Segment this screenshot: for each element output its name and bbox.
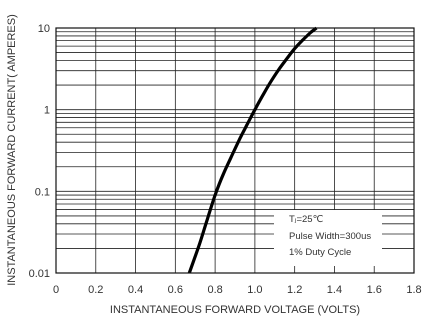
x-axis-title: INSTANTANEOUS FORWARD VOLTAGE (VOLTS) xyxy=(110,304,360,316)
y-tick-label: 0.01 xyxy=(29,268,50,280)
curve-layer xyxy=(187,26,318,274)
y-axis-title: INSTANTANEOUS FORWARD CURRENT( AMPERES) xyxy=(6,14,18,286)
annotation-box xyxy=(274,210,382,266)
y-tick-labels: 0.01 0.1 1 10 xyxy=(29,23,50,280)
x-tick-label: 0.8 xyxy=(207,284,222,296)
x-tick-label: 0.4 xyxy=(128,284,143,296)
x-tick-label: 1.2 xyxy=(287,284,302,296)
x-tick-label: 1.6 xyxy=(367,284,382,296)
y-tick-label: 10 xyxy=(38,23,50,35)
annotation-temperature: Tⱼ=25℃ xyxy=(289,214,324,225)
x-tick-label: 1.8 xyxy=(406,284,421,296)
x-tick-label: 1.0 xyxy=(247,284,262,296)
y-tick-label: 0.1 xyxy=(35,186,50,198)
x-tick-label: 0.2 xyxy=(88,284,103,296)
plot-frame xyxy=(55,27,415,274)
forward-current-curve xyxy=(187,26,318,274)
x-tick-label: 0 xyxy=(53,284,59,296)
annotation-pulse-width: Pulse Width=300us xyxy=(289,231,371,242)
x-tick-label: 1.4 xyxy=(327,284,342,296)
annotation-duty-cycle: 1% Duty Cycle xyxy=(289,247,351,258)
x-tick-label: 0.6 xyxy=(168,284,183,296)
x-tick-labels: 0 0.2 0.4 0.6 0.8 1.0 1.2 1.4 1.6 1.8 xyxy=(53,284,422,296)
y-tick-label: 1 xyxy=(44,105,50,117)
